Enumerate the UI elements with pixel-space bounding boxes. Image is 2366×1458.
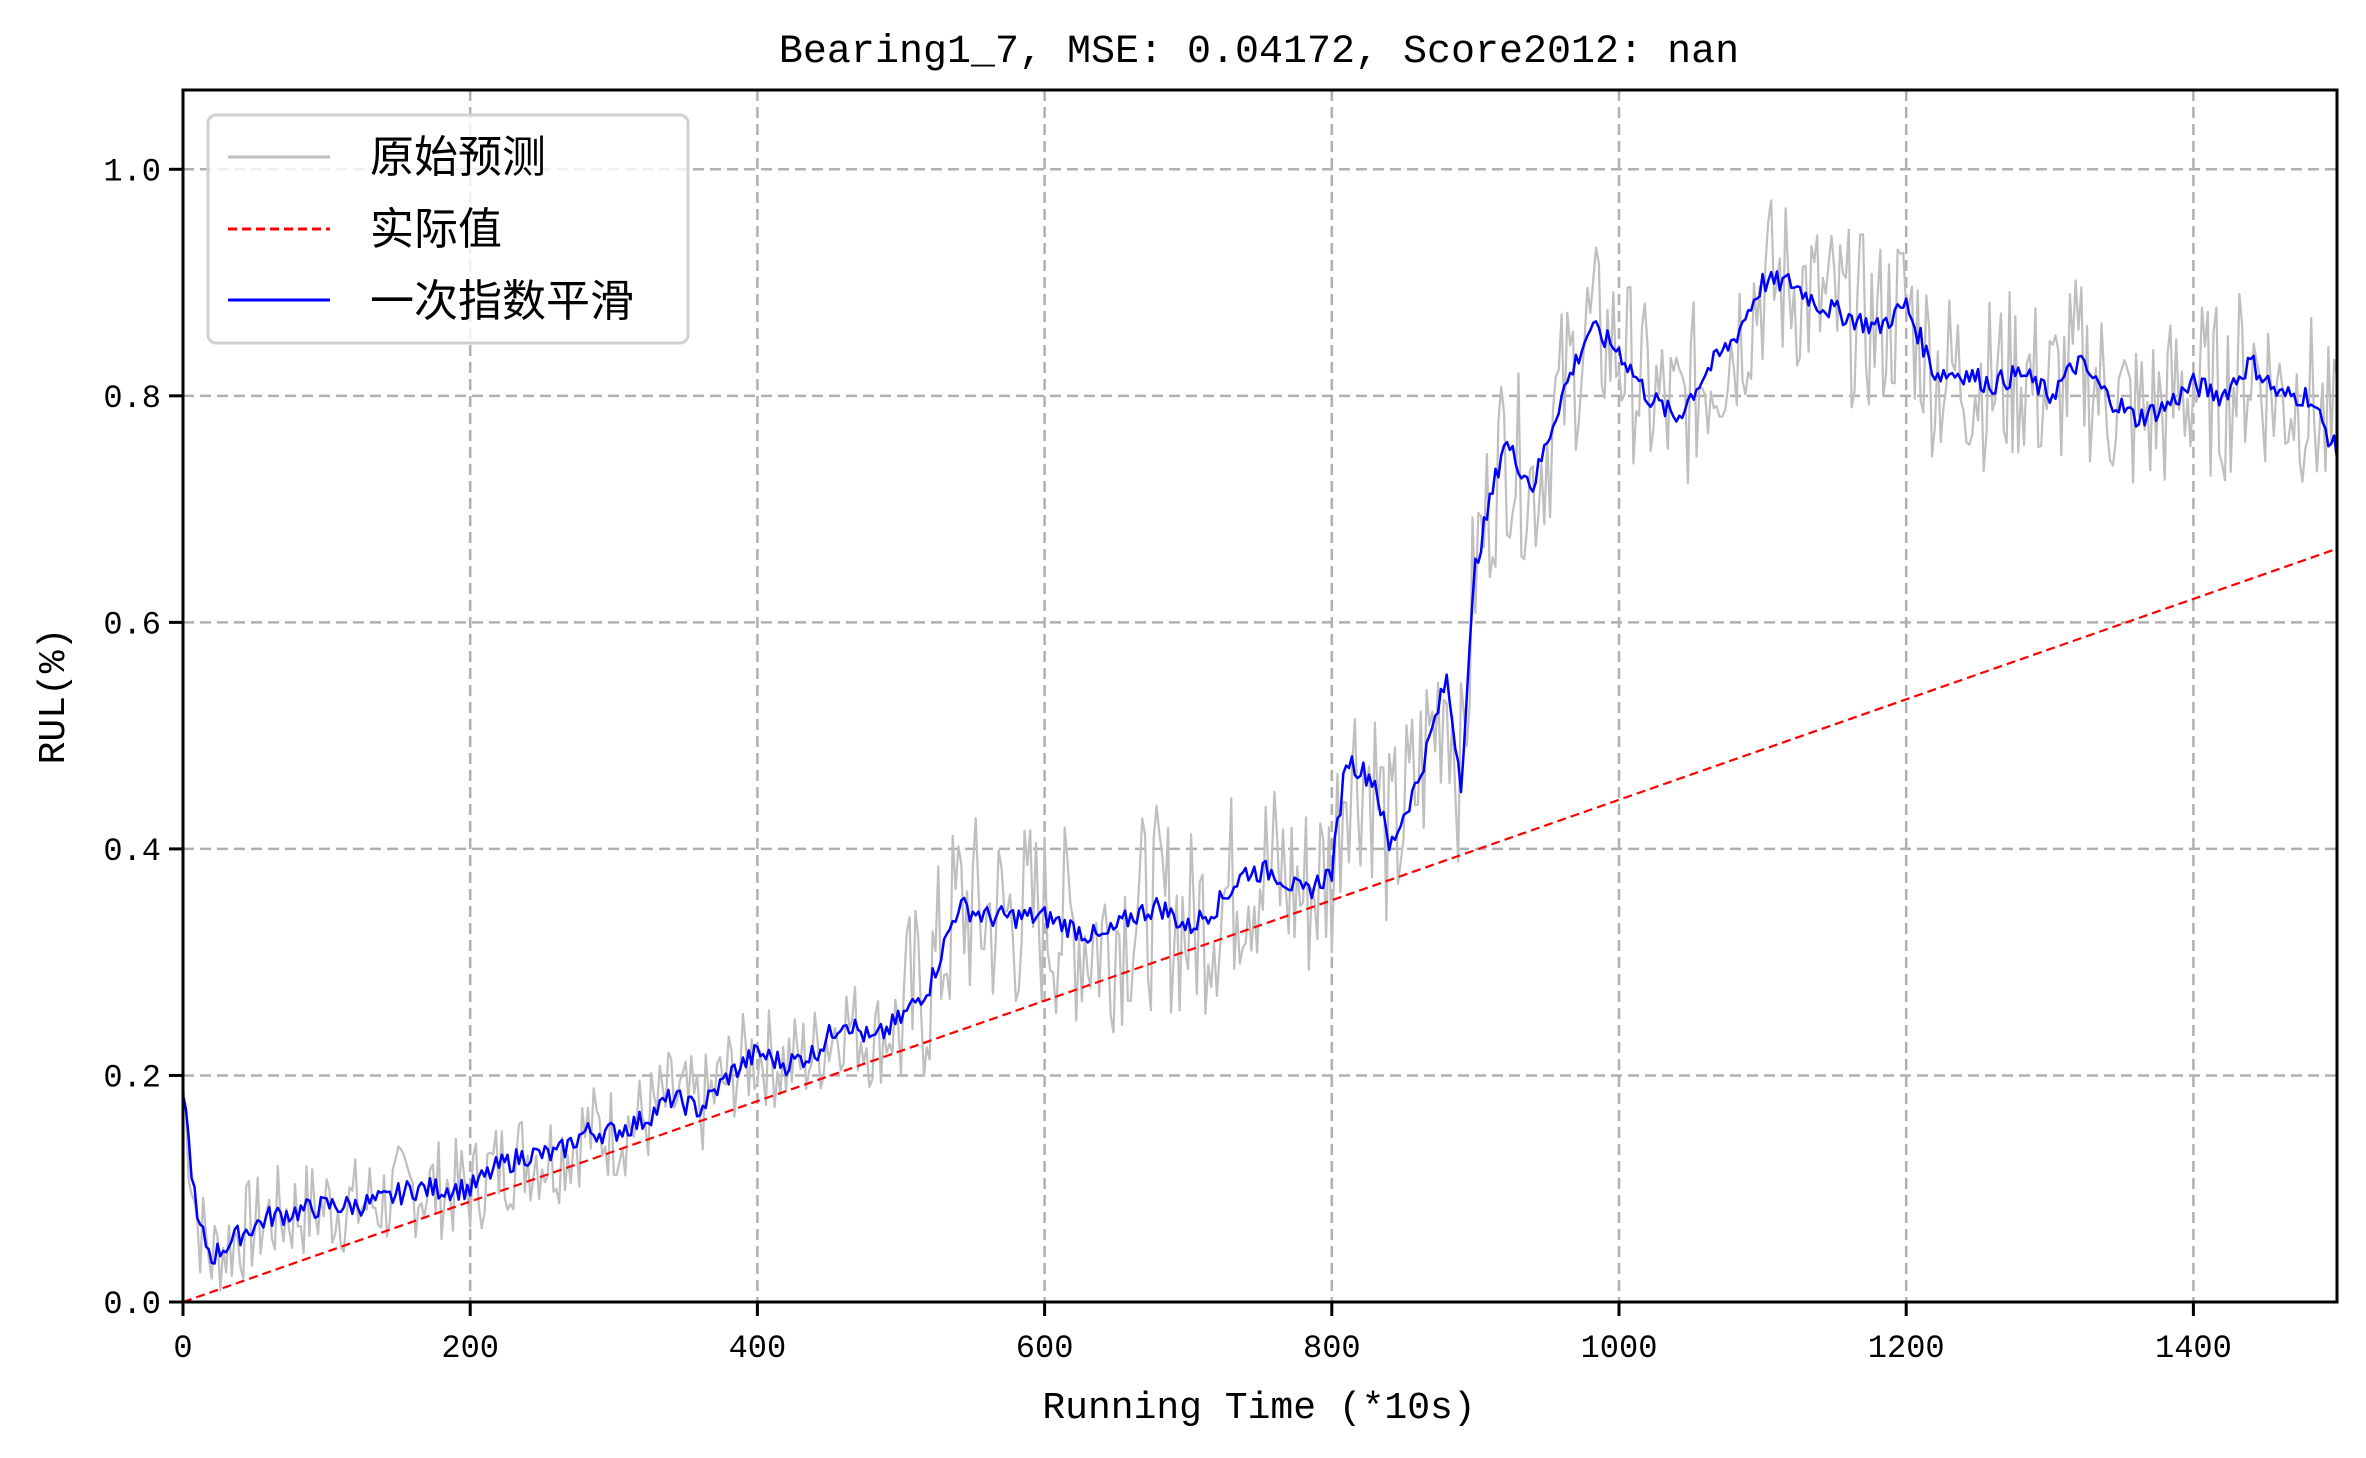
- legend-box: [206, 113, 690, 345]
- y-tick-label: 0.0: [103, 1286, 161, 1323]
- x-tick-label: 1400: [2155, 1330, 2232, 1367]
- x-tick-label: 800: [1303, 1330, 1361, 1367]
- y-axis-ticks: 0.0 0.2 0.4 0.6 0.8 1.0: [103, 153, 183, 1323]
- legend-actual-label: 实际值: [370, 204, 502, 255]
- legend-smooth-label: 一次指数平滑: [370, 276, 634, 327]
- x-tick-label: 1000: [1581, 1330, 1658, 1367]
- x-tick-label: 200: [441, 1330, 499, 1367]
- raw-prediction-line: [181, 199, 2339, 1292]
- y-tick-label: 0.4: [103, 833, 161, 870]
- actual-value-line: [182, 547, 2338, 1304]
- x-axis-label: Running Time (*10s): [1042, 1387, 1475, 1430]
- y-tick-label: 0.6: [103, 606, 161, 643]
- smoothed-line: [181, 270, 2339, 1265]
- plot-area: [181, 199, 2339, 1304]
- x-tick-label: 1200: [1868, 1330, 1945, 1367]
- legend: 原始预测 实际值 一次指数平滑: [206, 113, 690, 345]
- x-tick-label: 0: [173, 1330, 192, 1367]
- y-tick-label: 0.2: [103, 1059, 161, 1096]
- axes-frame: [181, 88, 2339, 1304]
- x-tick-label: 400: [729, 1330, 787, 1367]
- x-axis-ticks: 0 200 400 600 800 1000 1200 1400: [173, 1302, 2232, 1367]
- y-axis-label: RUL(%): [33, 628, 76, 765]
- y-tick-label: 1.0: [103, 153, 161, 190]
- y-tick-label: 0.8: [103, 380, 161, 417]
- x-tick-label: 600: [1016, 1330, 1074, 1367]
- chart-title: Bearing1_7, MSE: 0.04172, Score2012: nan: [779, 30, 1739, 75]
- legend-raw-label: 原始预测: [370, 132, 546, 183]
